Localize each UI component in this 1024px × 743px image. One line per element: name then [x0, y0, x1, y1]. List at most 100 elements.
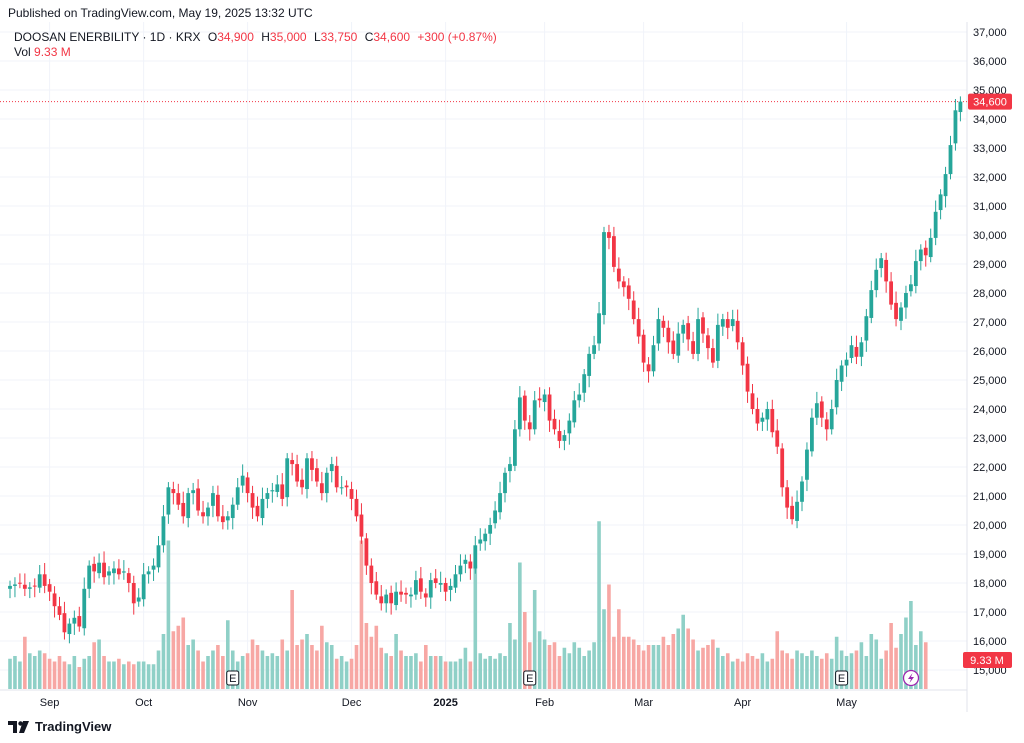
volume-bar	[562, 647, 567, 689]
volume-bar	[869, 634, 874, 689]
candle	[418, 567, 423, 599]
candle	[884, 252, 889, 293]
candle-body	[107, 571, 111, 576]
volume-bar	[196, 650, 200, 689]
candle-body	[562, 435, 567, 441]
candle	[562, 429, 567, 451]
candle	[508, 456, 512, 483]
candle-body	[646, 364, 651, 372]
candle	[859, 337, 864, 367]
volume-bar	[285, 650, 289, 689]
candle	[211, 485, 215, 518]
candle	[745, 356, 750, 403]
volume-bar	[626, 636, 631, 689]
earnings-marker-box	[523, 670, 537, 686]
volume-bar	[87, 656, 91, 689]
price-tick-label: 25,000	[973, 375, 1007, 387]
volume-bar	[864, 656, 869, 689]
candlesticks	[8, 96, 963, 644]
candle-body	[582, 374, 587, 393]
tradingview-brand[interactable]: TradingView	[8, 719, 111, 734]
volume-bar	[889, 623, 893, 689]
candle-body	[933, 211, 938, 238]
candle-body	[92, 563, 97, 572]
candle-body	[112, 568, 116, 574]
candle	[631, 291, 636, 325]
candle	[77, 606, 82, 632]
candle	[310, 451, 314, 482]
candle	[913, 249, 918, 294]
candle	[438, 571, 443, 592]
earnings-marker[interactable]: E	[226, 670, 240, 686]
candle	[161, 504, 166, 553]
volume-bar	[226, 620, 230, 689]
candle	[220, 504, 225, 530]
candle-body	[948, 145, 953, 175]
candle	[186, 487, 191, 528]
candle	[443, 577, 448, 601]
candle-body	[196, 488, 200, 511]
candle	[191, 482, 196, 505]
candle	[567, 413, 572, 445]
price-axis[interactable]: 37,00036,00035,00034,00033,00032,00031,0…	[973, 27, 1007, 677]
earnings-marker[interactable]: E	[523, 670, 537, 686]
candle	[918, 244, 923, 271]
earnings-marker[interactable]: E	[835, 670, 849, 686]
candle-body	[493, 510, 497, 524]
volume-bar	[730, 661, 735, 689]
candle-body	[557, 431, 562, 441]
candle	[542, 389, 547, 412]
candle-body	[374, 581, 379, 595]
candle-body	[602, 232, 606, 316]
candle-body	[869, 290, 874, 318]
price-tick-label: 19,000	[973, 549, 1007, 561]
candle	[681, 319, 686, 343]
candle-body	[517, 397, 522, 430]
candle-body	[641, 334, 646, 363]
candle	[97, 553, 101, 579]
candle	[661, 315, 666, 338]
volume-bar	[325, 642, 329, 689]
candle	[829, 399, 834, 435]
candle-body	[463, 559, 468, 564]
volume-bar	[141, 661, 146, 689]
volume-bar	[428, 656, 433, 689]
volume-bar	[874, 639, 879, 689]
candle	[864, 308, 869, 352]
volume-bar	[740, 661, 745, 689]
price-tick-label: 31,000	[973, 201, 1007, 213]
volume-bar	[582, 656, 586, 689]
candle-body	[295, 464, 299, 482]
time-axis[interactable]: Sep Oct Nov Dec 2025 Feb Mar Apr May	[40, 697, 858, 709]
volume-bar	[201, 661, 205, 689]
candle	[909, 275, 913, 297]
price-tick-label: 32,000	[973, 172, 1007, 184]
candle	[493, 501, 497, 529]
volume-bar	[72, 656, 77, 689]
volume-bar	[745, 653, 750, 689]
candle	[760, 412, 765, 432]
candle	[364, 533, 369, 575]
candle	[349, 481, 354, 511]
candle	[354, 489, 359, 522]
lightning-icon[interactable]	[902, 669, 920, 687]
candle	[409, 587, 413, 608]
volume-bar	[765, 661, 770, 689]
candle	[136, 588, 141, 607]
candle	[621, 276, 626, 297]
volume-bar	[721, 656, 725, 689]
volume-bar	[706, 645, 710, 689]
symbol-title[interactable]: DOOSAN ENERBILITY · 1D · KRX	[14, 30, 201, 44]
candle-body	[953, 110, 958, 144]
volume-bar	[859, 642, 864, 689]
candle-body	[423, 593, 428, 598]
candle	[557, 419, 562, 449]
candle	[527, 415, 532, 441]
candle	[824, 412, 829, 441]
candle	[844, 352, 849, 377]
lightning-icon-bolt	[908, 673, 914, 683]
candle-body	[547, 394, 552, 421]
candle-body	[443, 583, 448, 592]
